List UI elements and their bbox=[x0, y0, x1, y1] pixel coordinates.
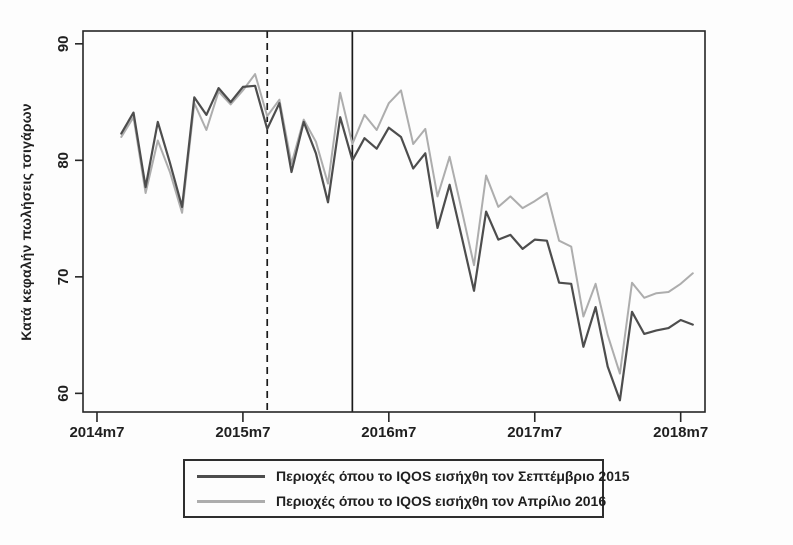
legend-label: Περιοχές όπου το IQOS εισήχθη τον Απρίλι… bbox=[276, 493, 607, 509]
series-line-apr2016 bbox=[120, 73, 694, 375]
legend-entry-apr2016: Περιοχές όπου το IQOS εισήχθη τον Απρίλι… bbox=[197, 492, 606, 510]
x-axis-tick-label: 2017m7 bbox=[507, 424, 562, 441]
x-axis-tick-label: 2015m7 bbox=[215, 424, 270, 441]
x-axis-tick-label: 2016m7 bbox=[361, 424, 416, 441]
x-axis-tick-label: 2018m7 bbox=[653, 424, 708, 441]
legend-line-sample-dark bbox=[197, 474, 265, 478]
y-axis-tick-label: 60 bbox=[55, 385, 72, 402]
legend-entry-sept2015: Περιοχές όπου το IQOS εισήχθη τον Σεπτέμ… bbox=[197, 467, 630, 485]
y-axis-title: Κατά κεφαλήν πωλήσεις τσιγάρων bbox=[18, 103, 34, 341]
series-line-sept2015 bbox=[120, 84, 694, 402]
legend-label: Περιοχές όπου το IQOS εισήχθη τον Σεπτέμ… bbox=[276, 468, 630, 484]
y-axis-tick-label: 90 bbox=[55, 35, 72, 52]
legend-box: Περιοχές όπου το IQOS εισήχθη τον Σεπτέμ… bbox=[183, 459, 630, 518]
plot-border bbox=[82, 30, 706, 413]
y-axis-tick-label: 70 bbox=[55, 269, 72, 286]
x-axis-tick-label: 2014m7 bbox=[69, 424, 124, 441]
y-axis-tick-label: 80 bbox=[55, 152, 72, 169]
legend-line-sample-light bbox=[197, 499, 265, 503]
